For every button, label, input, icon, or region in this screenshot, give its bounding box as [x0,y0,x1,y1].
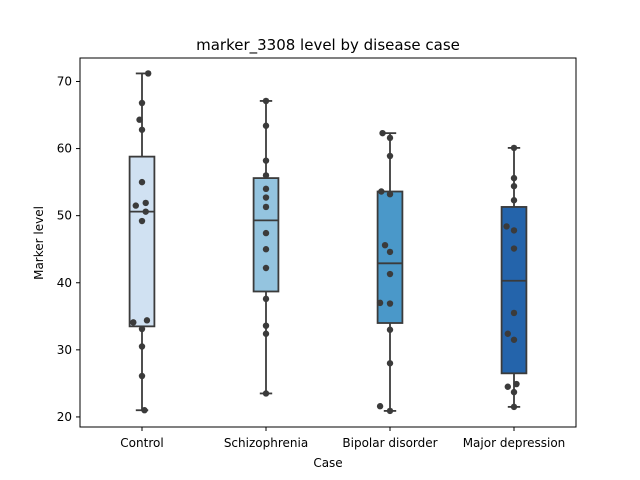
chart-title: marker_3308 level by disease case [196,36,460,55]
y-axis-label: Marker level [32,206,46,280]
data-point [136,116,143,123]
data-point [510,182,518,190]
x-tick-label: Control [120,436,163,450]
x-tick-label: Bipolar disorder [342,436,437,450]
data-point [510,245,518,252]
data-point [262,330,270,337]
data-point [386,248,394,256]
data-point [386,152,394,160]
y-tick-label: 60 [57,142,72,156]
data-point [510,144,518,152]
data-point [510,403,518,411]
data-point [504,383,511,390]
data-point [386,270,394,278]
data-point [386,360,394,367]
data-point [138,325,146,333]
data-point [142,208,149,215]
data-point [378,188,385,195]
data-point [379,129,386,137]
data-point [386,407,394,415]
data-point [262,203,270,211]
data-point [138,343,146,350]
data-point [138,99,146,107]
y-tick-label: 40 [57,276,72,290]
data-point [504,330,511,337]
box-iqr [500,206,528,375]
data-point [142,199,149,207]
data-point [376,403,384,410]
data-point [143,317,151,324]
data-point [262,122,270,129]
y-tick-label: 20 [57,410,72,424]
data-point [510,197,518,204]
data-point [386,300,394,307]
data-point [262,97,270,105]
data-point [262,172,270,179]
box-group [128,72,156,412]
data-point [262,390,270,397]
x-tick-label: Schizophrenia [224,436,308,450]
y-axis: 20 30 40 50 60 70 [57,74,80,424]
data-point [130,319,137,326]
data-point [262,229,270,237]
data-point [138,126,146,133]
box-group [500,147,528,408]
data-point [503,223,510,230]
x-axis-label: Case [313,456,342,470]
data-point [141,407,148,414]
data-point [510,388,518,396]
data-point [513,380,520,388]
data-point [510,336,518,343]
y-tick-label: 30 [57,343,72,357]
data-point [262,194,270,201]
data-point [510,174,518,182]
data-point [262,264,270,272]
data-point [510,227,518,234]
data-point [376,299,384,307]
data-point [145,70,152,77]
data-point [262,185,270,193]
data-point [138,372,146,380]
plot-area [79,57,577,428]
data-point [386,326,394,333]
data-point [381,241,389,249]
x-axis: Control Schizophrenia Bipolar disorder Majo… [120,427,565,450]
data-point [262,246,270,253]
x-tick-label: Major depression [463,436,566,450]
data-point [386,134,394,142]
data-point [262,322,270,329]
data-point [262,295,270,303]
data-point [132,202,139,209]
y-tick-label: 50 [57,209,72,223]
data-point [138,178,146,186]
plot-frame [79,57,577,428]
y-tick-label: 70 [57,74,72,88]
data-point [386,190,394,198]
data-point [138,217,146,225]
data-point [510,309,518,317]
data-point [262,157,270,164]
